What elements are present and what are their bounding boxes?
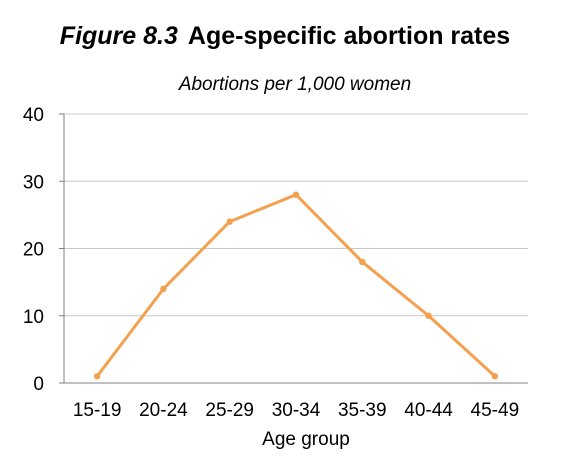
x-tick-label: 15-19	[73, 400, 122, 421]
x-tick-label: 30-34	[272, 400, 321, 421]
data-point	[226, 218, 233, 225]
data-point	[93, 373, 101, 380]
series-line	[95, 193, 497, 378]
x-axis-title: Age group	[262, 429, 350, 450]
chart-subtitle: Abortions per 1,000 women	[178, 74, 412, 95]
chart-title-text: Age-specific abortion rates	[187, 22, 511, 50]
data-point	[292, 191, 300, 198]
x-tick-label: 35-39	[338, 400, 387, 421]
axes	[59, 113, 528, 384]
x-tick-labels: 15-19 20-24 25-29 30-34 35-39 40-44 45-49	[73, 400, 519, 421]
x-tick-label: 45-49	[471, 400, 520, 421]
data-point	[160, 285, 167, 293]
x-tick-label: 20-24	[139, 400, 188, 421]
y-tick-label: 40	[23, 105, 44, 126]
chart-title: Figure 8.3 Age-specific abortion rates	[0, 22, 570, 51]
series	[93, 191, 499, 380]
data-point	[491, 373, 499, 380]
x-tick-label: 40-44	[404, 400, 453, 421]
data-point	[425, 312, 432, 319]
data-point	[359, 258, 366, 266]
gridlines	[64, 113, 528, 317]
y-tick-label: 0	[33, 374, 44, 395]
y-tick-label: 30	[23, 172, 44, 193]
x-tick-label: 25-29	[205, 400, 254, 421]
figure-label: Figure 8.3	[59, 22, 178, 50]
y-tick-label: 20	[23, 240, 44, 261]
y-tick-labels: 0 10 20 30 40	[23, 105, 44, 395]
y-tick-label: 10	[23, 307, 44, 328]
